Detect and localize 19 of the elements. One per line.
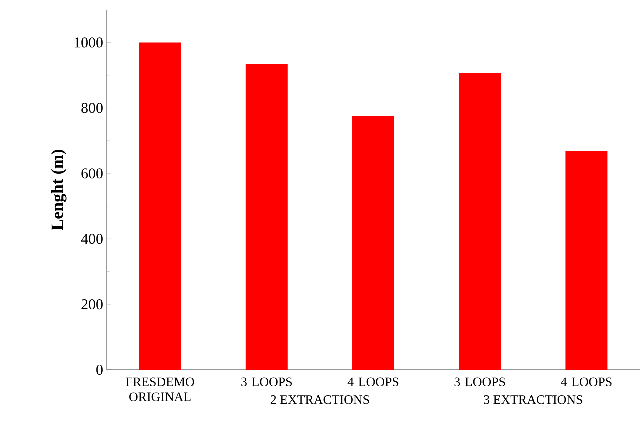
x-tick-label: 4 LOOPS	[561, 378, 612, 386]
y-tick-label: 800	[82, 103, 103, 114]
x-tick-label: 3 LOOPS	[454, 378, 506, 386]
y-tick-label: 600	[82, 168, 103, 179]
bar	[352, 116, 395, 370]
y-tick-label: 400	[81, 234, 103, 244]
x-tick-label: FRESDEMO ORIGINAL	[126, 378, 194, 402]
bar	[566, 151, 608, 370]
text: 2 EXTRACTIONS	[270, 396, 370, 404]
y-tick-label: 200	[82, 300, 103, 310]
bar	[459, 73, 502, 370]
y-tick-label: 0	[96, 364, 103, 376]
bar	[139, 42, 182, 370]
text: 3 EXTRACTIONS	[484, 396, 582, 404]
y-tick-label: 1000	[74, 38, 103, 48]
y-axis-title: Lenght (m)	[51, 150, 67, 230]
x-tick-label: 3 LOOPS	[242, 378, 292, 386]
bar	[246, 64, 288, 370]
x-tick-label: 4 LOOPS	[348, 378, 399, 386]
